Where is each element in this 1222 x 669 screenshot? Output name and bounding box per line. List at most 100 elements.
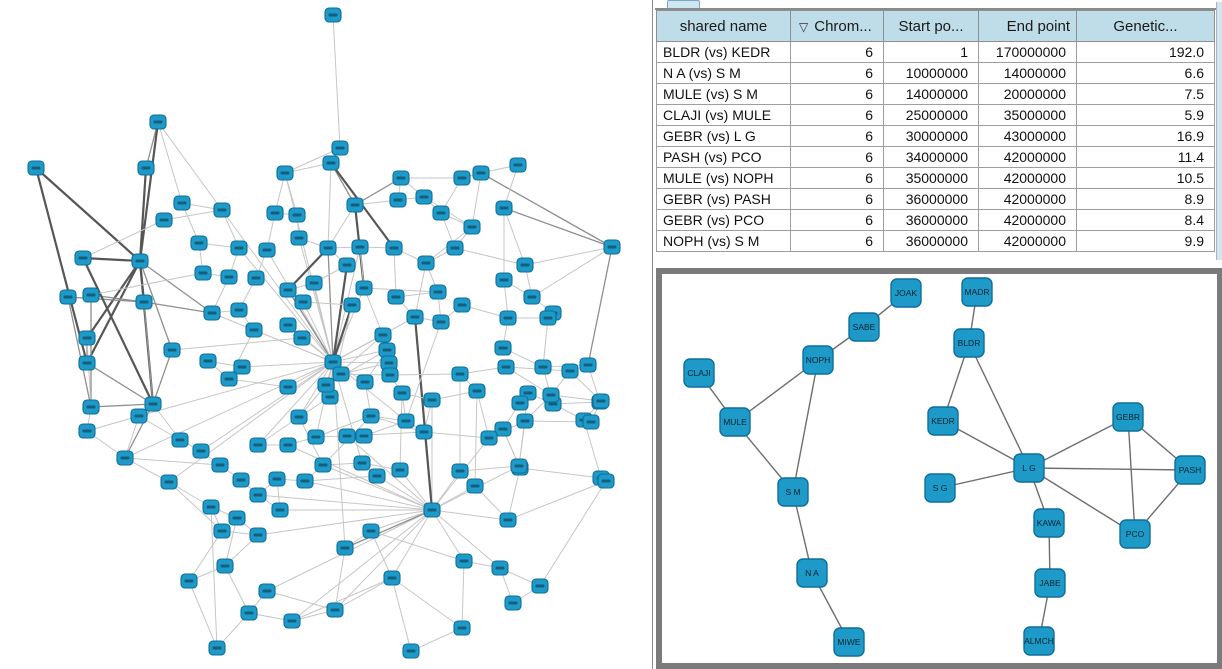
table-row[interactable]: GEBR (vs) PASH 6 36000000 42000000 8.9 bbox=[656, 188, 1215, 210]
node-label-placeholder bbox=[251, 276, 261, 280]
table-row[interactable]: PASH (vs) PCO 6 34000000 42000000 11.4 bbox=[656, 146, 1215, 168]
col-header-chromosome[interactable]: ▽ Chrom... bbox=[790, 10, 884, 42]
network-node[interactable] bbox=[1023, 626, 1055, 656]
node-label-placeholder bbox=[196, 449, 206, 453]
table-cell: 6.6 bbox=[1076, 62, 1215, 84]
network-node[interactable] bbox=[683, 358, 715, 388]
table-row[interactable]: GEBR (vs) PCO 6 36000000 42000000 8.4 bbox=[656, 209, 1215, 231]
network-node[interactable] bbox=[924, 473, 956, 503]
network-node[interactable] bbox=[1033, 508, 1065, 538]
network-node[interactable] bbox=[961, 277, 993, 307]
network-edge bbox=[257, 494, 433, 511]
network-edge bbox=[524, 246, 613, 266]
node-label-placeholder bbox=[535, 584, 545, 588]
large-network-canvas[interactable] bbox=[0, 0, 652, 669]
table-cell: GEBR (vs) L G bbox=[656, 125, 791, 147]
table-row[interactable]: BLDR (vs) KEDR 6 1 170000000 192.0 bbox=[656, 41, 1215, 63]
network-node[interactable] bbox=[1034, 568, 1066, 598]
table-row[interactable]: GEBR (vs) L G 6 30000000 43000000 16.9 bbox=[656, 125, 1215, 147]
network-node[interactable] bbox=[802, 345, 834, 375]
node-label-placeholder bbox=[78, 256, 88, 260]
network-node[interactable] bbox=[719, 407, 751, 437]
network-node[interactable] bbox=[1174, 455, 1206, 485]
network-edge bbox=[507, 480, 607, 521]
node-label-placeholder bbox=[498, 346, 508, 350]
node-label-placeholder bbox=[546, 393, 556, 397]
network-edge bbox=[431, 509, 465, 562]
table-cell: 10.5 bbox=[1076, 167, 1215, 189]
node-label: S G bbox=[933, 483, 948, 493]
col-header-end-point[interactable]: End point bbox=[978, 10, 1077, 42]
node-label-placeholder bbox=[503, 316, 513, 320]
network-edge bbox=[389, 373, 461, 376]
col-header-start-point[interactable]: Start po... bbox=[883, 10, 979, 42]
node-label-placeholder bbox=[272, 477, 282, 481]
node-label-placeholder bbox=[177, 201, 187, 205]
node-label-placeholder bbox=[543, 316, 553, 320]
sort-filter-icon: ▽ bbox=[799, 19, 809, 34]
table-cell: 16.9 bbox=[1076, 125, 1215, 147]
network-node[interactable] bbox=[1013, 453, 1045, 483]
network-edge bbox=[86, 415, 140, 432]
col-header-shared-name[interactable]: shared name bbox=[656, 10, 791, 42]
network-edge bbox=[1127, 416, 1136, 535]
node-label-placeholder bbox=[498, 427, 508, 431]
node-label-placeholder bbox=[548, 402, 558, 406]
node-label-placeholder bbox=[283, 288, 293, 292]
network-edge bbox=[168, 481, 223, 532]
network-edge bbox=[474, 390, 478, 487]
network-node[interactable] bbox=[953, 328, 985, 358]
network-edge bbox=[363, 287, 384, 336]
network-edge bbox=[82, 257, 154, 405]
node-label-placeholder bbox=[321, 383, 331, 387]
network-edge bbox=[163, 209, 223, 221]
node-label-placeholder bbox=[300, 479, 310, 483]
network-node[interactable] bbox=[796, 558, 828, 588]
network-edge bbox=[298, 237, 334, 363]
network-edge bbox=[531, 246, 613, 298]
node-label-placeholder bbox=[596, 399, 606, 403]
node-label-placeholder bbox=[220, 564, 230, 568]
table-row[interactable]: CLAJI (vs) MULE 6 25000000 35000000 5.9 bbox=[656, 104, 1215, 126]
network-edge bbox=[287, 247, 329, 291]
network-edge bbox=[332, 334, 384, 363]
node-label-placeholder bbox=[360, 380, 370, 384]
network-node[interactable] bbox=[927, 406, 959, 436]
table-row[interactable]: MULE (vs) NOPH 6 35000000 42000000 10.5 bbox=[656, 167, 1215, 189]
table-row[interactable]: N A (vs) S M 6 10000000 14000000 6.6 bbox=[656, 62, 1215, 84]
network-edge bbox=[298, 361, 334, 418]
node-label-placeholder bbox=[120, 456, 130, 460]
node-label-placeholder bbox=[318, 463, 328, 467]
node-label-placeholder bbox=[294, 236, 304, 240]
network-node[interactable] bbox=[1119, 519, 1151, 549]
network-node[interactable] bbox=[848, 312, 880, 342]
node-label-placeholder bbox=[583, 363, 593, 367]
table-cell: 8.9 bbox=[1076, 188, 1215, 210]
table-cell: NOPH (vs) S M bbox=[656, 230, 791, 252]
network-edge bbox=[82, 219, 165, 259]
node-label-placeholder bbox=[410, 315, 420, 319]
node-label-placeholder bbox=[419, 430, 429, 434]
network-edge bbox=[332, 361, 390, 364]
node-label-placeholder bbox=[359, 286, 369, 290]
node-label-placeholder bbox=[212, 646, 222, 650]
network-node[interactable] bbox=[1112, 402, 1144, 432]
network-edge bbox=[86, 337, 92, 408]
table-row[interactable]: MULE (vs) S M 6 14000000 20000000 7.5 bbox=[656, 83, 1215, 105]
table-row[interactable]: NOPH (vs) S M 6 36000000 42000000 9.9 bbox=[656, 230, 1215, 252]
network-node[interactable] bbox=[890, 278, 922, 308]
panel-tab[interactable] bbox=[667, 0, 700, 8]
network-edge bbox=[332, 14, 341, 149]
small-network-canvas[interactable]: JOAK SABE NOPH CLAJI MULE S M N A MIWE MADR BLDR K… bbox=[662, 274, 1217, 663]
col-header-genetic[interactable]: Genetic... bbox=[1076, 10, 1215, 42]
network-node[interactable] bbox=[777, 477, 809, 507]
node-label-placeholder bbox=[433, 290, 443, 294]
node-label-placeholder bbox=[372, 474, 382, 478]
node-label-placeholder bbox=[520, 419, 530, 423]
node-label-placeholder bbox=[538, 365, 548, 369]
network-edge bbox=[1028, 467, 1191, 471]
network-node[interactable] bbox=[833, 627, 865, 657]
table-cell: 6 bbox=[790, 188, 884, 210]
table-scrollbar[interactable] bbox=[1216, 2, 1222, 260]
node-label-placeholder bbox=[194, 241, 204, 245]
